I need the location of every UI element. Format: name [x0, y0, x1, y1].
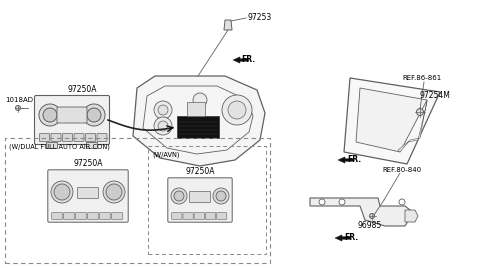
- Bar: [177, 116, 219, 138]
- Circle shape: [171, 188, 187, 204]
- Circle shape: [193, 93, 207, 107]
- Circle shape: [370, 214, 374, 218]
- FancyBboxPatch shape: [168, 178, 232, 222]
- Circle shape: [158, 105, 168, 115]
- FancyBboxPatch shape: [62, 133, 72, 142]
- FancyBboxPatch shape: [190, 192, 211, 203]
- FancyBboxPatch shape: [77, 188, 98, 199]
- Text: (W/DUAL FULL AUTO AIR CON): (W/DUAL FULL AUTO AIR CON): [9, 144, 110, 151]
- FancyBboxPatch shape: [85, 133, 96, 142]
- Circle shape: [39, 104, 61, 126]
- FancyBboxPatch shape: [172, 213, 182, 219]
- Polygon shape: [398, 100, 427, 152]
- FancyBboxPatch shape: [35, 95, 109, 144]
- Circle shape: [213, 188, 229, 204]
- Circle shape: [154, 101, 172, 119]
- Circle shape: [154, 117, 172, 135]
- FancyBboxPatch shape: [216, 213, 227, 219]
- Circle shape: [339, 199, 345, 205]
- Circle shape: [15, 106, 21, 110]
- Text: 97250A: 97250A: [67, 85, 96, 94]
- Bar: [187, 102, 205, 116]
- Polygon shape: [344, 78, 440, 164]
- FancyBboxPatch shape: [100, 213, 111, 219]
- Circle shape: [417, 109, 423, 116]
- Circle shape: [222, 95, 252, 125]
- FancyBboxPatch shape: [51, 133, 61, 142]
- Bar: [148, 146, 266, 254]
- FancyBboxPatch shape: [86, 143, 97, 148]
- Text: FR.: FR.: [241, 55, 255, 65]
- Text: 97254M: 97254M: [420, 91, 451, 100]
- Circle shape: [399, 199, 405, 205]
- Polygon shape: [143, 86, 253, 154]
- FancyBboxPatch shape: [39, 133, 49, 142]
- Circle shape: [319, 199, 325, 205]
- FancyBboxPatch shape: [76, 213, 87, 219]
- Text: 97253: 97253: [247, 13, 271, 23]
- Circle shape: [216, 191, 226, 201]
- Polygon shape: [405, 210, 418, 222]
- Circle shape: [43, 108, 57, 122]
- Bar: [5, 138, 270, 263]
- Circle shape: [87, 108, 101, 122]
- Text: 97250A: 97250A: [73, 159, 103, 168]
- Circle shape: [54, 184, 70, 200]
- FancyBboxPatch shape: [205, 213, 216, 219]
- Circle shape: [106, 184, 122, 200]
- Text: 97250A: 97250A: [185, 167, 215, 176]
- FancyBboxPatch shape: [74, 133, 84, 142]
- Polygon shape: [338, 157, 353, 163]
- Text: REF.86-861: REF.86-861: [402, 75, 441, 81]
- Circle shape: [174, 191, 184, 201]
- Polygon shape: [133, 76, 265, 166]
- Text: 1018AD: 1018AD: [5, 97, 33, 103]
- FancyBboxPatch shape: [64, 213, 75, 219]
- FancyBboxPatch shape: [47, 143, 58, 148]
- Circle shape: [228, 101, 246, 119]
- FancyBboxPatch shape: [88, 213, 99, 219]
- FancyBboxPatch shape: [112, 213, 123, 219]
- FancyBboxPatch shape: [194, 213, 204, 219]
- Polygon shape: [233, 57, 249, 63]
- Text: FR.: FR.: [344, 233, 358, 243]
- Circle shape: [51, 181, 73, 203]
- Text: (W/AVN): (W/AVN): [152, 151, 180, 158]
- Polygon shape: [356, 88, 427, 152]
- Polygon shape: [224, 20, 232, 30]
- Text: 96985: 96985: [358, 221, 382, 230]
- FancyBboxPatch shape: [48, 170, 128, 222]
- Text: FR.: FR.: [347, 155, 361, 165]
- Circle shape: [83, 104, 105, 126]
- Circle shape: [103, 181, 125, 203]
- FancyBboxPatch shape: [97, 133, 107, 142]
- FancyBboxPatch shape: [52, 213, 63, 219]
- Polygon shape: [335, 235, 350, 241]
- Circle shape: [158, 121, 168, 131]
- FancyBboxPatch shape: [57, 107, 87, 123]
- Polygon shape: [310, 198, 410, 226]
- FancyBboxPatch shape: [183, 213, 193, 219]
- Text: REF.80-840: REF.80-840: [382, 167, 421, 173]
